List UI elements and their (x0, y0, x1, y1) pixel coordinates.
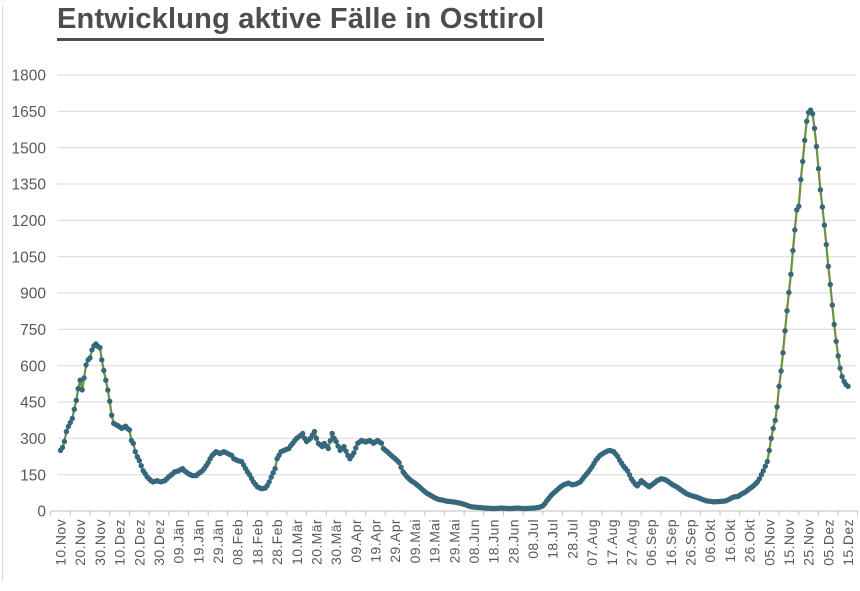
svg-text:20.Nov: 20.Nov (72, 519, 88, 566)
chart-title: Entwicklung aktive Fälle in Osttirol (57, 3, 545, 41)
x-axis (50, 510, 858, 516)
svg-text:30.Nov: 30.Nov (92, 519, 108, 566)
svg-text:900: 900 (20, 286, 46, 303)
svg-text:28.Feb: 28.Feb (269, 519, 285, 565)
svg-text:26.Sep: 26.Sep (683, 519, 699, 566)
svg-text:08.Jul: 08.Jul (525, 519, 541, 559)
svg-text:600: 600 (20, 358, 46, 375)
svg-text:29.Apr: 29.Apr (387, 519, 403, 563)
svg-text:10.Nov: 10.Nov (53, 519, 69, 566)
svg-text:28.Jun: 28.Jun (505, 519, 521, 563)
svg-text:30.Mär: 30.Mär (328, 519, 344, 565)
svg-text:1650: 1650 (12, 104, 47, 121)
chart-left-border (2, 6, 3, 582)
svg-text:05.Dez: 05.Dez (820, 519, 836, 566)
svg-text:17.Aug: 17.Aug (604, 519, 620, 566)
svg-text:09.Jän: 09.Jän (171, 519, 187, 563)
svg-text:08.Jun: 08.Jun (466, 519, 482, 563)
series-markers (57, 107, 851, 512)
svg-text:18.Jul: 18.Jul (545, 519, 561, 559)
svg-text:1200: 1200 (12, 213, 47, 230)
svg-text:150: 150 (20, 467, 46, 484)
svg-text:19.Mai: 19.Mai (427, 519, 443, 563)
svg-text:09.Mai: 09.Mai (407, 519, 423, 563)
svg-text:25.Nov: 25.Nov (801, 519, 817, 566)
svg-text:15.Nov: 15.Nov (781, 519, 797, 566)
series-line (59, 108, 849, 510)
svg-text:05.Nov: 05.Nov (761, 519, 777, 566)
y-axis-labels: 0 150 300 450 600 750 900 1050 1200 1350 1500 1650 1… (12, 68, 47, 521)
svg-text:30.Dez: 30.Dez (151, 519, 167, 566)
svg-text:20.Mär: 20.Mär (308, 519, 324, 565)
svg-text:10.Mär: 10.Mär (289, 519, 305, 565)
svg-text:18.Feb: 18.Feb (249, 519, 265, 565)
svg-text:29.Jän: 29.Jän (210, 519, 226, 563)
x-axis-labels: 10.Nov 20.Nov 30.Nov 10.Dez 20.Dez 30.Dez 09.J… (53, 519, 857, 566)
chart-title-text: Entwicklung aktive Fälle in Osttirol (57, 3, 545, 41)
svg-text:19.Apr: 19.Apr (368, 519, 384, 563)
svg-text:1350: 1350 (12, 177, 47, 194)
svg-text:16.Sep: 16.Sep (663, 519, 679, 566)
svg-text:20.Dez: 20.Dez (131, 519, 147, 566)
svg-text:06.Okt: 06.Okt (702, 519, 718, 563)
svg-text:28.Jul: 28.Jul (564, 519, 580, 559)
gridlines (57, 74, 856, 476)
svg-text:26.Okt: 26.Okt (742, 519, 758, 563)
svg-text:27.Aug: 27.Aug (623, 519, 639, 566)
svg-text:1800: 1800 (12, 68, 47, 85)
svg-text:1050: 1050 (12, 249, 47, 266)
svg-text:450: 450 (20, 395, 46, 412)
svg-text:10.Dez: 10.Dez (112, 519, 128, 566)
svg-text:18.Jun: 18.Jun (486, 519, 502, 563)
svg-text:16.Okt: 16.Okt (722, 519, 738, 563)
svg-text:06.Sep: 06.Sep (643, 519, 659, 566)
svg-text:08.Feb: 08.Feb (230, 519, 246, 565)
svg-text:0: 0 (37, 504, 46, 521)
svg-text:1500: 1500 (12, 140, 47, 157)
svg-text:29.Mai: 29.Mai (446, 519, 462, 563)
svg-text:19.Jän: 19.Jän (190, 519, 206, 563)
svg-text:750: 750 (20, 322, 46, 339)
svg-text:07.Aug: 07.Aug (584, 519, 600, 566)
svg-text:300: 300 (20, 431, 46, 448)
svg-text:15.Dez: 15.Dez (840, 519, 856, 566)
svg-text:09.Apr: 09.Apr (348, 519, 364, 563)
